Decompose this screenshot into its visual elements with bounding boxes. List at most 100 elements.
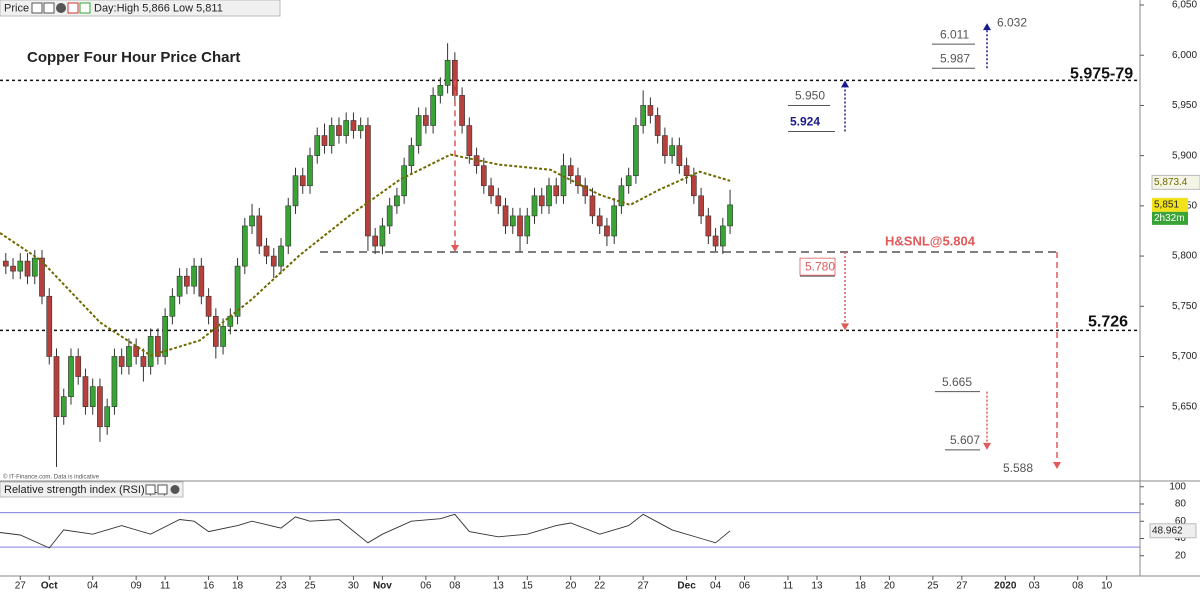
candle-body [350, 120, 357, 131]
candle-body [437, 85, 444, 96]
icon-window[interactable] [157, 484, 168, 495]
target-label: 5.780 [805, 259, 835, 273]
x-tick-label: 13 [811, 581, 823, 592]
candle-body [89, 386, 96, 407]
icon-window[interactable] [43, 2, 55, 14]
candle-body [582, 185, 589, 197]
candle-body [307, 155, 313, 187]
candle-body [336, 125, 342, 136]
x-tick-label: 20 [565, 581, 577, 592]
y-tick-label: 6,000 [1172, 50, 1197, 61]
header-label: Price [4, 2, 29, 14]
target-label: 5.987 [940, 51, 970, 65]
candle-body [640, 105, 646, 126]
x-tick-label: 2020 [994, 581, 1017, 592]
candle-body [176, 275, 183, 297]
level-label: H&SNL@5.804 [885, 233, 976, 248]
candle-body [220, 326, 226, 347]
candle-body [299, 175, 306, 187]
y-tick-label: 5,650 [1172, 401, 1197, 412]
candle-body [46, 295, 53, 357]
x-tick-label: 18 [855, 581, 867, 592]
y-tick-label: 20 [1175, 550, 1187, 561]
candle-body [118, 356, 125, 367]
x-tick-label: Dec [677, 581, 696, 592]
candle-body [162, 316, 168, 357]
candle-body [191, 265, 197, 287]
arrow-head [841, 323, 849, 331]
x-tick-label: 30 [348, 581, 360, 592]
candle-body [691, 175, 697, 197]
candle-body [727, 204, 733, 227]
target-label: 5.588 [1003, 461, 1033, 475]
rsi-header-bar [0, 481, 184, 498]
candle-body [97, 386, 103, 428]
candle-body [184, 275, 190, 287]
icon-settings[interactable] [31, 2, 43, 14]
candle-body [502, 205, 509, 227]
candle-body [698, 195, 704, 217]
rsi-icons[interactable] [145, 484, 180, 495]
candle-body [24, 260, 31, 277]
candle-body [278, 245, 284, 267]
arrow-head [451, 245, 459, 253]
rsi-value-box [1149, 523, 1197, 539]
candle-body [611, 205, 618, 237]
x-tick-label: 08 [449, 581, 461, 592]
y-tick-label: 100 [1169, 481, 1186, 492]
candle-body [488, 185, 494, 197]
countdown-label: 2h32m [1154, 213, 1185, 224]
x-tick-label: 03 [1029, 581, 1041, 592]
candle-body [169, 295, 176, 317]
x-tick-label: 27 [15, 581, 27, 592]
x-tick-label: 11 [160, 581, 171, 592]
target-label: 6.032 [997, 15, 1027, 29]
target-label: 5.665 [942, 375, 972, 389]
candle-body [126, 346, 132, 367]
candle-body [227, 316, 234, 327]
icon-plus[interactable] [67, 2, 79, 14]
candle-body [509, 215, 516, 227]
candle-body [104, 406, 111, 428]
x-tick-label: 13 [493, 581, 505, 592]
candle-body [263, 245, 270, 257]
candle-body [82, 376, 89, 407]
header-icons[interactable] [31, 2, 91, 14]
candle-body [423, 115, 429, 126]
candle-body [321, 135, 328, 146]
candle-body [270, 255, 277, 267]
x-tick-label: 20 [884, 581, 896, 592]
icon-settings[interactable] [145, 484, 156, 495]
candle-body [68, 356, 74, 397]
candle-body [365, 125, 371, 237]
footnote: © IT-Finance.com. Data is indicative [3, 474, 100, 481]
candle-body [560, 165, 567, 197]
candle-body [111, 356, 118, 407]
arrow-head [983, 442, 991, 450]
rsi-title: Relative strength index (RSI) (14) [4, 484, 167, 496]
candle-body [575, 175, 581, 187]
x-tick-label: 22 [594, 581, 606, 592]
icon-close[interactable] [170, 485, 180, 494]
candle-body [618, 185, 625, 207]
y-tick-label: 40 [1175, 533, 1187, 544]
ma-value-box [1151, 174, 1200, 190]
candle-body [314, 135, 321, 156]
candle-body [662, 135, 668, 156]
candle-body [654, 115, 661, 136]
candle-body [719, 225, 726, 247]
y-tick-label: 6,050 [1172, 0, 1197, 11]
target-label: 5.607 [950, 433, 980, 447]
x-tick-label: 08 [1072, 581, 1084, 592]
candle-body [133, 346, 139, 357]
icon-up[interactable] [79, 2, 91, 14]
icon-close[interactable] [56, 3, 66, 13]
x-tick-label: 06 [420, 581, 432, 592]
target-label: 6.011 [940, 27, 969, 41]
y-tick-label: 5,800 [1172, 251, 1197, 262]
level-label: 5.975-79 [1070, 66, 1133, 83]
candle-body [495, 195, 502, 207]
candle-body [531, 195, 538, 217]
y-tick-label: 60 [1175, 516, 1187, 527]
y-tick-label: 5,950 [1172, 100, 1197, 111]
